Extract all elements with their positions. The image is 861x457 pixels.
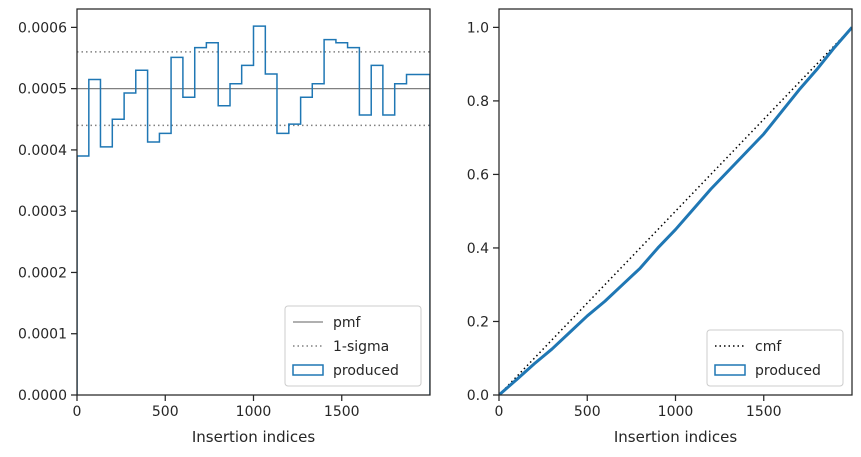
panel1-y-tick-label: 0.0003	[18, 204, 67, 220]
panel1-y-tick-label: 0.0004	[18, 143, 67, 159]
panel2-legend-handle-produced	[714, 364, 746, 376]
panel2-x-tick-label: 1000	[658, 404, 694, 420]
panel2-y-tick-label: 0.0	[467, 388, 489, 404]
panel1-y-tick-label: 0.0005	[18, 82, 67, 98]
panel2-x-tick-label: 1500	[746, 404, 782, 420]
panel2-x-tick-label: 0	[495, 404, 504, 420]
panel1-legend-label-produced: produced	[333, 363, 399, 379]
panel2-legend-box	[706, 329, 844, 387]
panel1-y-tick-label: 0.0006	[18, 20, 67, 36]
panel2-legend-label-cmf: cmf	[755, 339, 782, 355]
panel1-legend-label-pmf: pmf	[333, 315, 362, 331]
panel1-x-tick-label: 0	[73, 404, 82, 420]
panel1-y-tick-label: 0.0002	[18, 265, 67, 281]
panel2-x-axis-label: Insertion indices	[614, 428, 737, 446]
panel1-legend-handle-produced	[292, 364, 324, 376]
panel1-y-tick-label: 0.0000	[18, 388, 67, 404]
panel1-legend: pmf 1-sigma produced	[284, 305, 422, 387]
panel2-y-tick-label: 0.8	[467, 94, 489, 110]
panel2-legend: cmf produced	[706, 329, 844, 387]
panel2-y-tick-label: 0.6	[467, 167, 489, 183]
panel2-y-tick-label: 1.0	[467, 20, 489, 36]
panel2-y-tick-label: 0.4	[467, 241, 489, 257]
panel1-x-axis-label: Insertion indices	[192, 428, 315, 446]
panel2-y-tick-label: 0.2	[467, 314, 489, 330]
panel2-x-tick-label: 500	[574, 404, 601, 420]
panel2-legend-label-produced: produced	[755, 363, 821, 379]
panel1-legend-box	[284, 305, 422, 387]
panel1-x-tick-label: 500	[152, 404, 179, 420]
panel2-produced-cumulative	[499, 26, 852, 395]
panel1-legend-label-1-sigma: 1-sigma	[333, 339, 389, 355]
panel1-x-tick-label: 1000	[236, 404, 272, 420]
panel1-x-tick-label: 1500	[324, 404, 360, 420]
panel1-y-tick-label: 0.0001	[18, 327, 67, 343]
panel2-plot-area	[499, 26, 852, 395]
panel2-chart: 0 500 1000 1500 0.0 0.2 0.4 0.6 0.8 1.0 Insertion …	[467, 8, 853, 446]
panel1-chart: 0 500 1000 1500 0.0000 0.0001 0.0002 0.0003 0.00…	[18, 8, 431, 446]
panel1-plot-area	[77, 25, 430, 395]
panel1-produced-histogram	[77, 25, 430, 395]
